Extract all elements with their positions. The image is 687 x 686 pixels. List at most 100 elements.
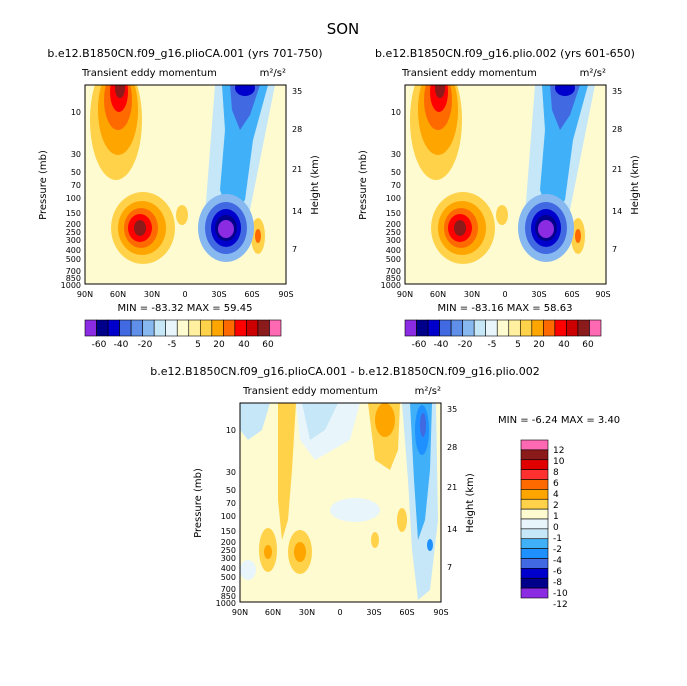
panel-1-y2-ticks: 35 28 21 14 7 bbox=[292, 87, 302, 254]
y2-tick-label: 28 bbox=[447, 443, 457, 452]
colorbar-label: -4 bbox=[553, 556, 562, 566]
y-tick-label: 250 bbox=[386, 228, 401, 237]
y-tick-label: 200 bbox=[221, 538, 236, 547]
panel-2-units: m²/s² bbox=[580, 68, 606, 79]
sh-jet-core bbox=[555, 85, 575, 96]
y2-tick-label: 28 bbox=[292, 125, 302, 134]
y2-tick-label: 14 bbox=[292, 207, 302, 216]
x-tick-label: 30S bbox=[366, 608, 381, 617]
panel-1-ylabel: Pressure (mb) bbox=[38, 150, 49, 220]
y-tick-label: 200 bbox=[66, 220, 81, 229]
panel-1-units: m²/s² bbox=[260, 68, 286, 79]
y2-tick-label: 14 bbox=[612, 207, 622, 216]
colorbar-swatch bbox=[520, 587, 549, 599]
panel-3-y-ticks: 10 30 50 70 100 150 200 250 300 400 500 … bbox=[216, 426, 236, 608]
colorbar-swatch bbox=[520, 498, 549, 510]
colorbar-label: 20 bbox=[213, 340, 225, 350]
sh-jet-contour bbox=[540, 85, 588, 218]
colorbar-label: -20 bbox=[138, 340, 153, 350]
y2-tick-label: 7 bbox=[447, 563, 452, 572]
colorbar-swatch bbox=[577, 319, 590, 337]
panel-2-negative-shading bbox=[518, 85, 595, 262]
diff-neg-contour bbox=[420, 413, 426, 437]
colorbar-swatch bbox=[96, 319, 109, 337]
y-tick-label: 10 bbox=[226, 426, 236, 435]
y-tick-label: 850 bbox=[386, 274, 401, 283]
colorbar-swatch bbox=[531, 319, 544, 337]
colorbar-label: -5 bbox=[168, 340, 177, 350]
colorbar-swatch bbox=[84, 319, 97, 337]
colorbar-swatch bbox=[543, 319, 556, 337]
panel-3-colorbar-labels: 12 10 8 6 4 2 1 0 -1 -2 -4 -6 -8 -10 -12 bbox=[553, 446, 568, 610]
y-tick-label: 70 bbox=[71, 181, 81, 190]
x-tick-label: 0 bbox=[337, 608, 342, 617]
colorbar-label: -1 bbox=[553, 534, 562, 544]
y2-tick-label: 14 bbox=[447, 525, 457, 534]
diff-pos-contour bbox=[375, 403, 395, 437]
colorbar-label: -12 bbox=[553, 600, 568, 610]
colorbar-swatch bbox=[416, 319, 429, 337]
colorbar-label: -6 bbox=[553, 567, 562, 577]
y-tick-label: 50 bbox=[391, 168, 401, 177]
y-tick-label: 150 bbox=[386, 209, 401, 218]
panel-1-y-ticks: 10 30 50 70 100 150 200 250 300 400 500 … bbox=[61, 108, 81, 290]
panel-2-colorbar bbox=[404, 319, 602, 337]
colorbar-swatch bbox=[520, 558, 549, 569]
colorbar-label: 40 bbox=[238, 340, 250, 350]
colorbar-swatch bbox=[520, 469, 549, 480]
panel-2-field bbox=[405, 85, 606, 284]
colorbar-swatch bbox=[462, 319, 475, 337]
y-tick-label: 500 bbox=[386, 255, 401, 264]
colorbar-swatch bbox=[188, 319, 201, 337]
colorbar-swatch bbox=[234, 319, 247, 337]
panel-3-ylabel: Pressure (mb) bbox=[193, 468, 204, 538]
panel-1-frame bbox=[84, 84, 287, 285]
diff-pos-contour bbox=[397, 508, 407, 532]
x-tick-label: 60N bbox=[265, 608, 281, 617]
colorbar-swatch bbox=[246, 319, 259, 337]
colorbar-swatch bbox=[142, 319, 155, 337]
panel-3-negative-shading bbox=[240, 403, 438, 600]
y-tick-label: 70 bbox=[391, 181, 401, 190]
nh-jet-contour bbox=[115, 85, 125, 98]
x-tick-label: 30N bbox=[299, 608, 315, 617]
colorbar-label: 0 bbox=[553, 523, 559, 533]
nh-jet-contour bbox=[435, 85, 445, 98]
y-tick-label: 70 bbox=[226, 499, 236, 508]
panel-2-y2label: Height (km) bbox=[630, 155, 641, 215]
y-tick-label: 300 bbox=[386, 236, 401, 245]
y-tick-label: 700 bbox=[221, 585, 236, 594]
x-tick-label: 90N bbox=[232, 608, 248, 617]
colorbar-swatch bbox=[520, 479, 549, 490]
panel-2-positive-shading bbox=[410, 85, 585, 264]
panel-3-field bbox=[240, 403, 441, 602]
y-tick-label: 300 bbox=[221, 554, 236, 563]
diff-pos-contour bbox=[371, 532, 379, 548]
colorbar-swatch bbox=[508, 319, 521, 337]
x-tick-label: 30N bbox=[144, 290, 160, 299]
panel-1-subtitle: Transient eddy momentum bbox=[81, 68, 217, 79]
colorbar-label: 12 bbox=[553, 446, 564, 456]
diff-neg-contour bbox=[427, 539, 433, 551]
colorbar-label: 5 bbox=[515, 340, 521, 350]
y-tick-label: 400 bbox=[66, 246, 81, 255]
panel-2-subtitle: Transient eddy momentum bbox=[401, 68, 537, 79]
diff-neg-contour bbox=[240, 403, 270, 440]
y-tick-label: 500 bbox=[221, 573, 236, 582]
colorbar-swatch bbox=[257, 319, 270, 337]
colorbar-swatch bbox=[130, 319, 143, 337]
panel-2-ylabel: Pressure (mb) bbox=[358, 150, 369, 220]
y-tick-label: 150 bbox=[221, 527, 236, 536]
sh-jet-core bbox=[235, 85, 255, 96]
colorbar-label: 20 bbox=[533, 340, 545, 350]
colorbar-swatch bbox=[519, 319, 533, 337]
colorbar-swatch bbox=[176, 319, 190, 337]
y-tick-label: 300 bbox=[66, 236, 81, 245]
y-tick-label: 700 bbox=[66, 267, 81, 276]
x-tick-label: 30S bbox=[211, 290, 226, 299]
y-tick-label: 1000 bbox=[381, 281, 401, 290]
sh-lower-contour bbox=[255, 229, 261, 243]
eq-contour bbox=[176, 205, 188, 225]
panel-2-title: b.e12.B1850CN.f09_g16.plio.002 (yrs 601-… bbox=[375, 47, 635, 60]
